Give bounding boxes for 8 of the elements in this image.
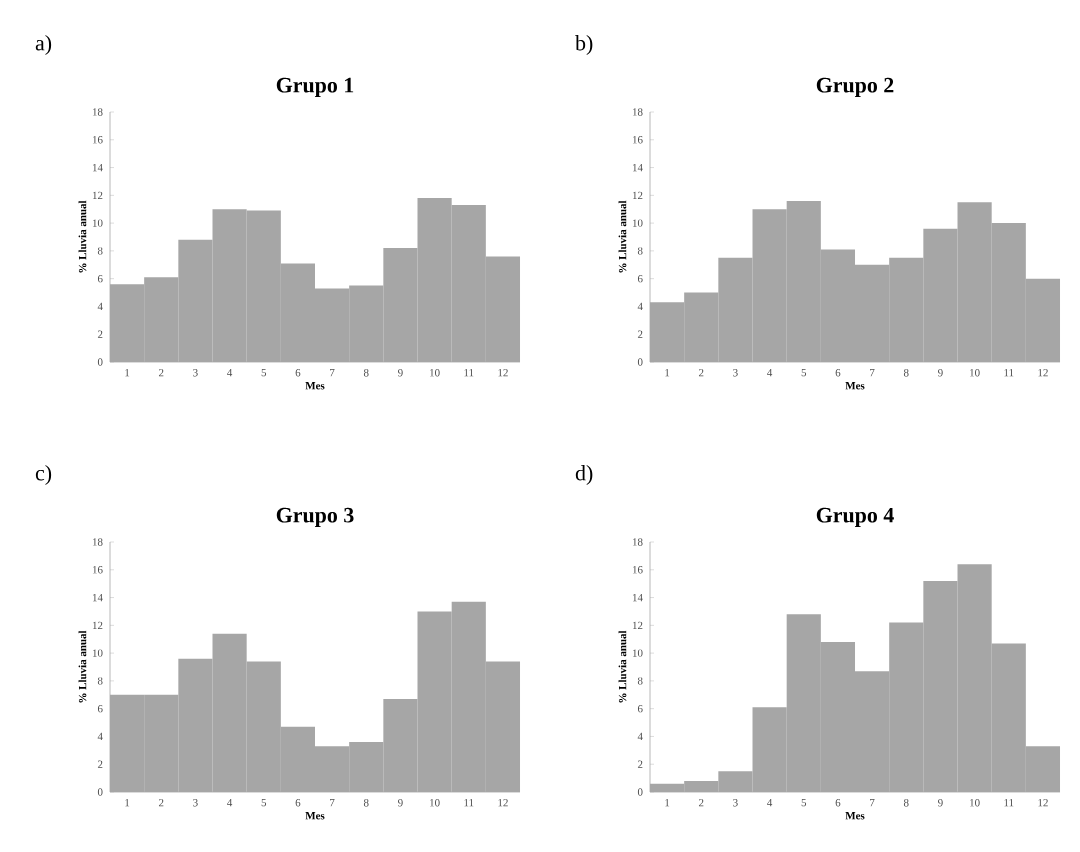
text: b) [575, 35, 593, 55]
text: c) [35, 465, 52, 485]
chart-title: Grupo 2 [816, 77, 894, 97]
text: a) [35, 35, 52, 55]
chart-title: Grupo 4 [816, 507, 894, 527]
chart-title: Grupo 1 [276, 77, 354, 97]
chart-title: Grupo 3 [276, 507, 354, 527]
text: d) [575, 465, 593, 485]
